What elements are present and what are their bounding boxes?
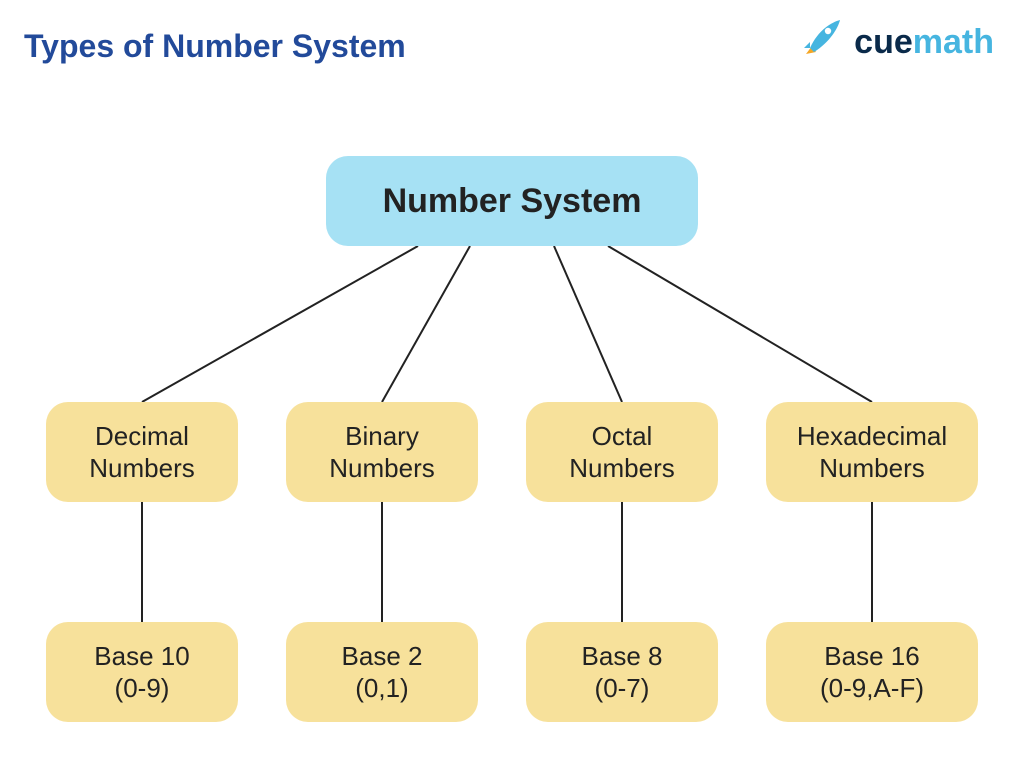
node-label: Base 10 (0-9) <box>94 640 189 705</box>
node-label: Base 16 (0-9,A-F) <box>820 640 924 705</box>
tree-node-octal: Octal Numbers <box>526 402 718 502</box>
page-title: Types of Number System <box>24 28 406 65</box>
tree-node-decimal: Decimal Numbers <box>46 402 238 502</box>
brand-logo: cuemath <box>796 16 994 69</box>
node-label: Octal Numbers <box>569 420 674 485</box>
tree-node-hexadecimal: Hexadecimal Numbers <box>766 402 978 502</box>
node-label: Binary Numbers <box>329 420 434 485</box>
logo-text-math: math <box>913 23 994 61</box>
logo-text: cuemath <box>854 23 994 62</box>
node-label: Hexadecimal Numbers <box>797 420 947 485</box>
node-label: Base 8 (0-7) <box>582 640 663 705</box>
logo-text-cue: cue <box>854 23 913 61</box>
tree-leaf-base2: Base 2 (0,1) <box>286 622 478 722</box>
node-label: Base 2 (0,1) <box>342 640 423 705</box>
rocket-icon <box>796 16 844 69</box>
tree-leaf-base10: Base 10 (0-9) <box>46 622 238 722</box>
tree-root-node: Number System <box>326 156 698 246</box>
title-text: Types of Number System <box>24 28 406 64</box>
tree-leaf-base8: Base 8 (0-7) <box>526 622 718 722</box>
tree-root-label: Number System <box>383 180 642 223</box>
tree-node-binary: Binary Numbers <box>286 402 478 502</box>
node-label: Decimal Numbers <box>89 420 194 485</box>
tree-leaf-base16: Base 16 (0-9,A-F) <box>766 622 978 722</box>
